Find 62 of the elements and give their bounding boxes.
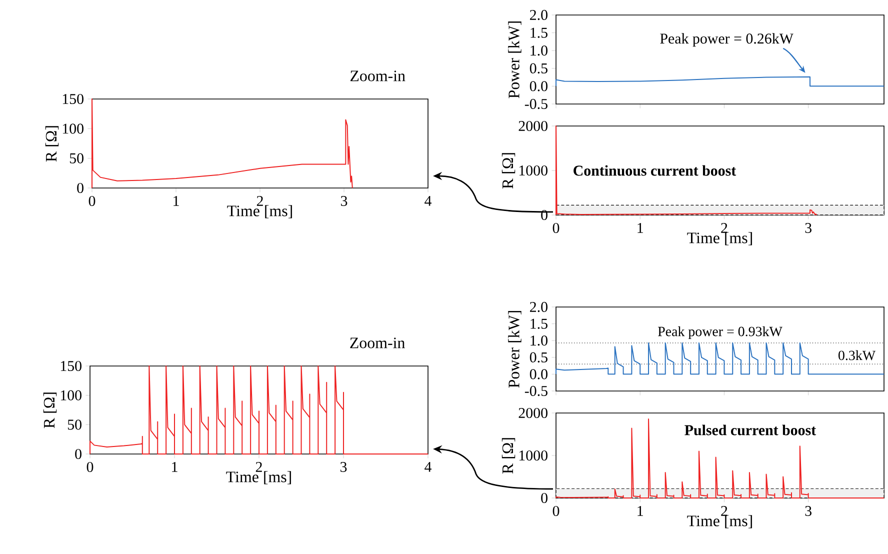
y-tick-label: 1000 <box>519 165 548 176</box>
y-tick-label: 2000 <box>518 408 548 418</box>
x-tick-label: 3 <box>805 222 812 233</box>
y-axis-title: Power [kW] <box>508 22 522 98</box>
y-tick-label: 0 <box>77 182 84 194</box>
y-tick-label: 50 <box>68 420 82 430</box>
annotation: Continuous current boost <box>574 165 736 176</box>
x-tick-label: 1 <box>638 222 643 233</box>
y-tick-label: 150 <box>60 360 82 372</box>
x-axis-title: Time [ms] <box>226 471 291 484</box>
y-axis-title: Power [kW] <box>508 311 522 388</box>
ref-line-label: 0.3kW <box>838 350 876 360</box>
x-tick-label: 0 <box>552 506 560 516</box>
y-tick-label: 50 <box>70 153 84 164</box>
y-tick-label: 0 <box>75 448 82 460</box>
y-tick-label: 0.5 <box>530 352 548 362</box>
x-axis-title: Time [ms] <box>227 205 292 218</box>
y-axis-title: R [Ω] <box>502 438 516 474</box>
x-tick-label: 2 <box>721 222 728 233</box>
y-tick-label: 0.0 <box>530 369 548 380</box>
x-tick-label: 3 <box>340 196 348 206</box>
x-tick-label: 1 <box>172 462 178 472</box>
x-tick-label: 0 <box>88 196 96 206</box>
y-tick-label: 2.0 <box>530 302 548 312</box>
y-tick-label: 2000 <box>518 120 548 132</box>
y-tick-label: 0 <box>541 492 548 504</box>
y-tick-label: 100 <box>62 124 84 134</box>
x-tick-label: 4 <box>424 196 432 206</box>
x-tick-label: 2 <box>256 462 262 472</box>
line-series <box>556 418 885 498</box>
x-tick-label: 3 <box>805 506 812 516</box>
x-tick-label: 1 <box>174 196 179 206</box>
annotation: Pulsed current boost <box>684 424 816 436</box>
y-axis-title: R [Ω] <box>43 392 57 428</box>
y-tick-label: 1000 <box>519 450 548 461</box>
y-axis-title: R [Ω] <box>45 126 59 162</box>
y-tick-label: 1.5 <box>530 28 548 38</box>
annotation: Peak power = 0.26kW <box>660 33 794 47</box>
y-tick-label: -0.5 <box>524 386 548 396</box>
y-tick-label: 1.0 <box>530 336 548 346</box>
chart-title: Zoom-in <box>350 70 406 82</box>
y-tick-label: 1.5 <box>530 318 548 329</box>
chart-title: Zoom-in <box>350 338 405 348</box>
x-tick-label: 0 <box>86 462 94 472</box>
x-tick-label: 0 <box>552 222 560 234</box>
x-tick-label: 3 <box>340 462 347 472</box>
y-tick-label: 100 <box>60 390 82 400</box>
x-tick-label: 4 <box>424 462 432 472</box>
x-axis-title: Time [ms] <box>687 515 752 528</box>
y-tick-label: 2.0 <box>530 10 548 20</box>
y-tick-label: 0.5 <box>530 63 548 74</box>
line-series <box>556 76 885 87</box>
x-axis-title: Time [ms] <box>687 232 752 246</box>
y-tick-label: 0.0 <box>530 81 548 92</box>
x-tick-label: 1 <box>638 506 643 516</box>
y-tick-label: -0.5 <box>524 98 548 110</box>
x-tick-label: 2 <box>256 196 263 206</box>
y-tick-label: 150 <box>62 94 84 104</box>
x-tick-label: 2 <box>721 506 728 516</box>
y-axis-title: R [Ω] <box>502 153 516 189</box>
y-tick-label: 1.0 <box>530 46 548 56</box>
ref-line-label: Peak power = 0.93kW <box>658 326 782 340</box>
